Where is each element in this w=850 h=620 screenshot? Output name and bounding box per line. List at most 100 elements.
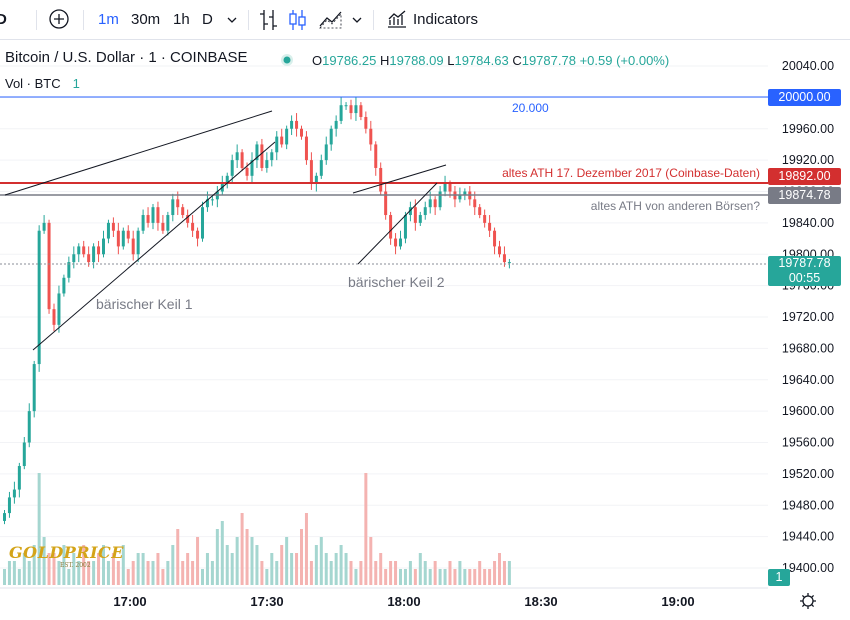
y-tick-label: 19680.00 [782, 341, 834, 355]
volume-bar [438, 569, 442, 585]
volume-bar [141, 553, 145, 585]
candle-body [12, 489, 16, 498]
candle-body [300, 128, 303, 137]
bar-countdown: 00:55 [788, 271, 821, 285]
price-tag-volume: 1 [768, 569, 790, 586]
candle-body [478, 207, 482, 216]
candle-body [161, 222, 165, 231]
candle-body [186, 215, 190, 223]
volume-bar [448, 561, 452, 585]
candle-body [245, 167, 249, 176]
gear-icon[interactable] [800, 593, 816, 609]
candle-body [116, 230, 120, 247]
price-chart[interactable]: 20040.0020000.0019960.0019920.0019880.00… [0, 40, 850, 620]
volume-bar [483, 569, 487, 585]
toolbar-divider [248, 10, 249, 30]
candle-body [196, 230, 200, 239]
volume-bar [97, 553, 101, 585]
volume-bar [389, 561, 393, 585]
goldprice-logo-sub: EST. 2002 [60, 562, 91, 569]
compare-add-icon[interactable] [48, 8, 70, 30]
candle-body [314, 175, 318, 184]
volume-bar [205, 553, 209, 585]
volume-bar [220, 521, 224, 585]
volume-bar [151, 561, 155, 585]
volume-bar [374, 561, 378, 585]
volume-bar [369, 537, 373, 585]
volume-bar [210, 561, 214, 585]
interval-1h[interactable]: 1h [173, 11, 190, 28]
label-ath-other: altes ATH von anderen Börsen? [591, 199, 761, 213]
volume-bar [260, 561, 264, 585]
candle-body [295, 120, 299, 129]
symbol-title[interactable]: Bitcoin / U.S. Dollar · 1 · COINBASE [5, 49, 248, 66]
candle-body [240, 152, 244, 168]
bar-chart-icon[interactable] [258, 8, 280, 32]
candle-body [260, 144, 264, 168]
candle-body [176, 199, 180, 208]
symbol-search-edge[interactable]: D [0, 11, 7, 28]
candle-body [22, 442, 26, 467]
candle-body [92, 246, 96, 263]
volume-bar [37, 473, 41, 585]
volume-bar [498, 553, 501, 585]
label-20000: 20.000 [512, 101, 549, 115]
candle-body [438, 191, 442, 208]
candle-body [369, 128, 373, 145]
chevron-down-icon[interactable] [225, 13, 239, 27]
volume-bar [423, 561, 427, 585]
volume-bar [502, 561, 506, 585]
candle-body [47, 222, 51, 310]
wedge2-upper-line[interactable] [352, 164, 447, 194]
candle-body [418, 215, 422, 223]
wedge1-lower-line[interactable] [32, 141, 276, 351]
interval-1m[interactable]: 1m [98, 11, 119, 28]
indicators-button[interactable]: Indicators [413, 11, 479, 28]
volume-bar [62, 545, 66, 585]
volume-bar [57, 561, 61, 585]
volume-bar [52, 553, 56, 585]
volume-bar [463, 569, 467, 585]
high-label: H [379, 53, 390, 68]
interval-30m[interactable]: 30m [131, 11, 161, 28]
wedge1-upper-line[interactable] [4, 110, 273, 196]
x-tick-label: 18:30 [524, 594, 557, 609]
interval-d[interactable]: D [202, 11, 213, 28]
volume-bar [126, 569, 130, 585]
area-chart-icon[interactable] [318, 8, 344, 30]
candle-body [488, 222, 492, 231]
candle-body [111, 222, 115, 231]
candle-body [57, 293, 61, 325]
volume-bar [136, 553, 140, 585]
candle-body [225, 175, 229, 184]
volume-bar [433, 561, 437, 585]
candle-body [364, 116, 368, 129]
volume-bar [493, 561, 497, 585]
volume-bar [146, 561, 150, 585]
volume-bar [359, 561, 363, 585]
x-tick-label: 17:00 [113, 594, 146, 609]
volume-bar [7, 561, 11, 585]
candle-body [423, 207, 427, 216]
candle-body [399, 238, 402, 247]
y-tick-label: 19560.00 [782, 436, 834, 450]
volume-bar [176, 529, 180, 585]
volume-bar [87, 561, 91, 585]
volume-bar [250, 537, 254, 585]
volume-bar [300, 529, 303, 585]
price-tag-ath-other: 19874.78 [768, 187, 841, 204]
chevron-down-icon[interactable] [350, 13, 364, 27]
candles-chart-icon[interactable] [287, 8, 309, 32]
candle-body [205, 199, 209, 208]
y-tick-label: 19480.00 [782, 498, 834, 512]
volume-bar [32, 545, 36, 585]
volume-bar [403, 569, 407, 585]
wedge2-lower-line[interactable] [357, 182, 438, 265]
change-value: +0.59 (+0.00%) [579, 53, 670, 68]
candle-body [493, 230, 497, 247]
open-value: 19786.25 [322, 53, 377, 68]
candle-body [32, 364, 36, 412]
candle-body [329, 128, 333, 145]
indicators-icon[interactable] [386, 8, 408, 30]
candle-body [201, 207, 204, 239]
